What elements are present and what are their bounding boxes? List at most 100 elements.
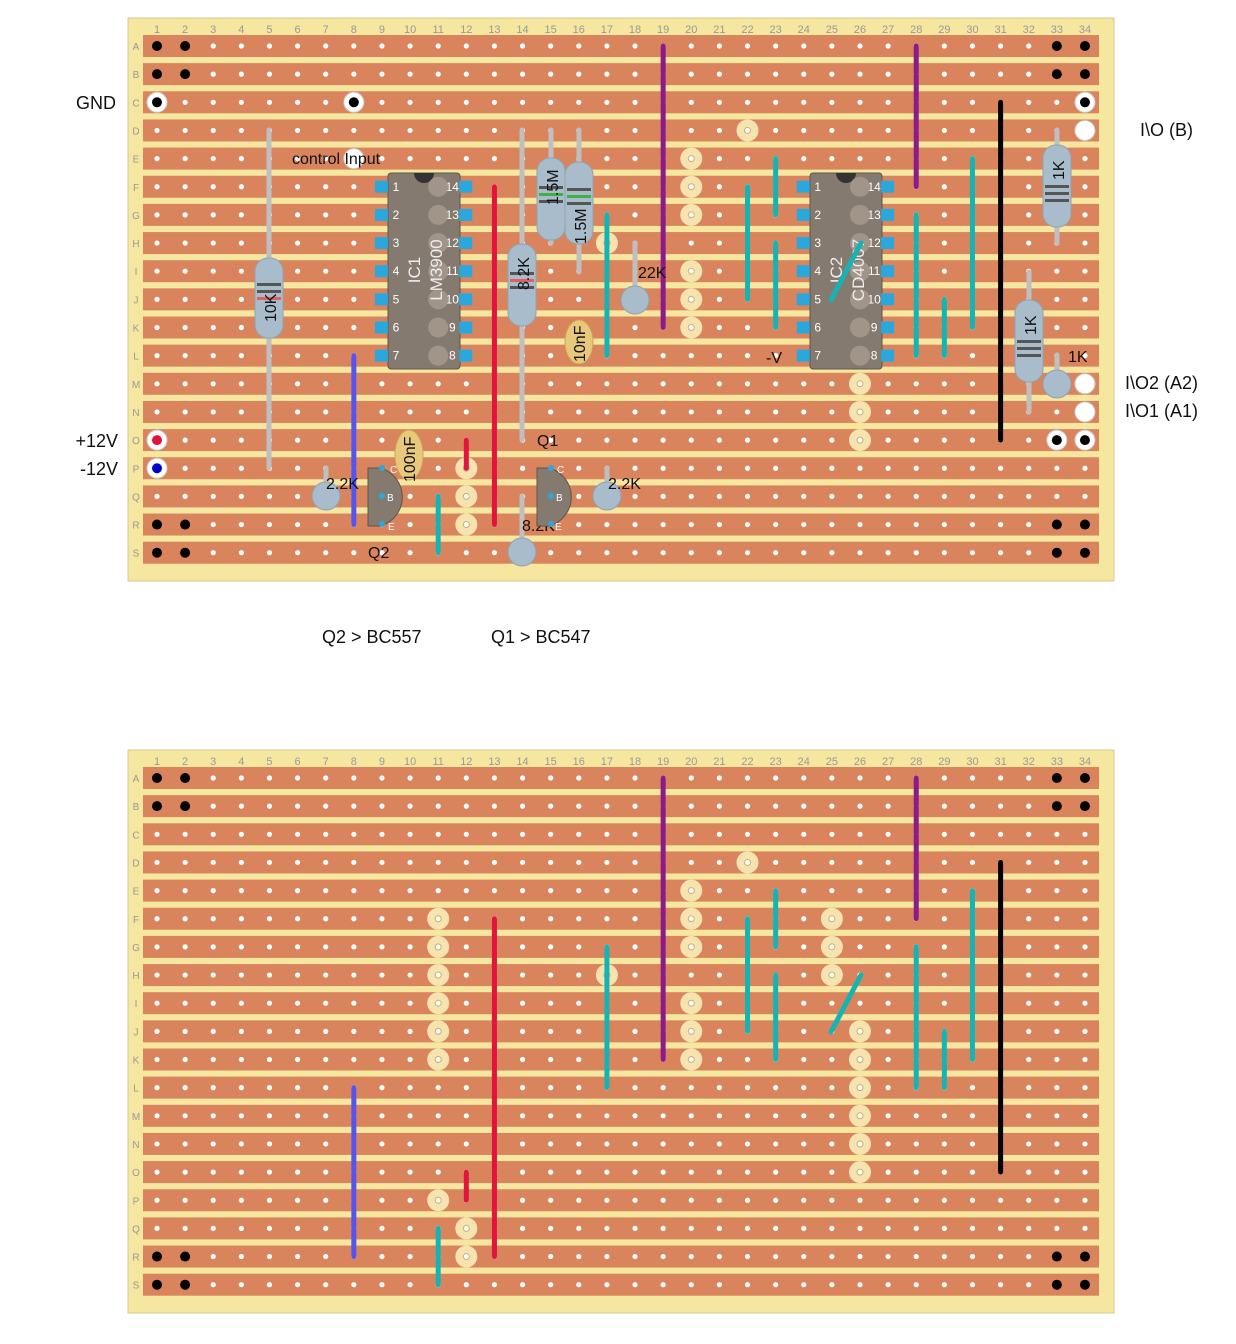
strip-hole xyxy=(1026,888,1032,894)
strip-hole xyxy=(969,550,976,556)
strip-hole xyxy=(154,1056,160,1063)
strip-hole xyxy=(548,268,554,274)
strip-hole xyxy=(379,381,385,387)
strip-hole xyxy=(295,1282,301,1288)
strip-hole xyxy=(407,156,413,162)
strip-hole xyxy=(1026,1253,1032,1260)
strip-hole xyxy=(604,1225,610,1231)
strip-hole xyxy=(885,916,891,922)
track-cut-hole xyxy=(744,126,752,134)
strip-hole xyxy=(941,775,947,781)
strip-hole xyxy=(576,43,582,49)
ic-pin xyxy=(459,180,473,193)
strip-hole xyxy=(885,888,891,894)
terminal-ring xyxy=(343,148,365,170)
strip-hole xyxy=(1054,831,1060,837)
copper-strip xyxy=(143,907,1099,930)
strip-hole xyxy=(857,550,863,556)
strip-hole xyxy=(941,465,947,471)
column-number: 2 xyxy=(182,24,188,36)
strip-hole xyxy=(604,1253,610,1260)
rail-dot xyxy=(1079,1251,1090,1262)
strip-hole xyxy=(716,1282,723,1288)
strip-hole xyxy=(351,240,357,246)
strip-hole xyxy=(773,353,779,359)
strip-hole xyxy=(604,71,610,77)
strip-hole xyxy=(407,831,413,837)
strip-hole xyxy=(519,1282,526,1288)
track-cut-hole xyxy=(856,1168,864,1176)
strip-hole xyxy=(941,831,947,837)
strip-hole xyxy=(885,859,891,866)
rail-dot xyxy=(1079,547,1090,558)
row-letter: J xyxy=(134,295,139,306)
strip-hole xyxy=(238,1000,244,1006)
terminal-ring xyxy=(1074,401,1096,423)
rail-dot xyxy=(1051,41,1062,51)
strip-hole xyxy=(154,831,160,837)
strip-hole xyxy=(379,437,385,443)
strip-hole xyxy=(632,944,638,950)
strip-hole xyxy=(941,212,947,218)
strip-hole xyxy=(295,43,301,49)
ic-pin-number: 2 xyxy=(814,208,821,222)
strip-hole xyxy=(576,1141,582,1147)
strip-hole xyxy=(773,1113,779,1119)
row-letter: A xyxy=(133,774,140,785)
strip-hole xyxy=(295,944,301,950)
strip-hole xyxy=(238,775,244,781)
strip-hole xyxy=(885,803,891,809)
strip-hole xyxy=(435,437,441,443)
terminal-dots-top xyxy=(146,41,1096,558)
strip-hole xyxy=(1082,859,1088,866)
copper-strip xyxy=(143,260,1099,283)
q1-ref-label: Q1 xyxy=(537,433,558,450)
ic-pin xyxy=(881,265,895,278)
strip-hole xyxy=(210,1169,216,1175)
strip-hole xyxy=(1054,1113,1060,1119)
column-number: 3 xyxy=(210,24,216,36)
strip-hole xyxy=(407,409,413,415)
strip-hole xyxy=(1026,1169,1032,1175)
strip-hole xyxy=(829,775,835,781)
strip-hole xyxy=(407,1085,413,1091)
strip-hole xyxy=(154,1085,160,1091)
copper-strip xyxy=(143,35,1099,57)
track-cut-hole xyxy=(687,943,695,951)
strip-hole xyxy=(716,916,723,922)
column-number: 17 xyxy=(601,756,613,768)
strip-hole xyxy=(632,43,638,49)
strip-hole xyxy=(210,268,216,274)
row-letter: P xyxy=(133,464,140,475)
strip-hole xyxy=(829,1253,835,1260)
column-number: 16 xyxy=(573,756,585,768)
rail-dot xyxy=(1079,69,1090,80)
strip-hole xyxy=(295,296,301,302)
strip-hole xyxy=(351,324,357,331)
column-number: 34 xyxy=(1079,24,1091,36)
ic-pin-number: 12 xyxy=(867,236,881,250)
strip-hole xyxy=(519,1028,526,1034)
strip-hole xyxy=(323,1028,329,1034)
strip-hole xyxy=(969,1085,976,1091)
strip-hole xyxy=(744,1085,751,1091)
strip-hole xyxy=(885,1000,891,1006)
strip-hole xyxy=(969,71,976,77)
strip-hole xyxy=(182,156,188,162)
strip-hole xyxy=(885,1113,891,1119)
strip-hole xyxy=(941,859,947,866)
strip-hole xyxy=(744,1225,751,1231)
track-cut-hole xyxy=(462,521,470,529)
strip-hole xyxy=(463,127,469,134)
strip-hole xyxy=(941,127,947,134)
strip-hole xyxy=(323,156,329,162)
row-letter: B xyxy=(133,802,140,813)
strip-hole xyxy=(435,99,441,105)
strip-hole xyxy=(1026,1282,1032,1288)
row-letter: Q xyxy=(132,1224,140,1235)
ic-pin xyxy=(881,208,895,221)
strip-hole xyxy=(576,803,582,809)
strip-hole xyxy=(913,465,919,471)
strip-hole xyxy=(885,1225,891,1231)
copper-strip xyxy=(143,935,1099,958)
